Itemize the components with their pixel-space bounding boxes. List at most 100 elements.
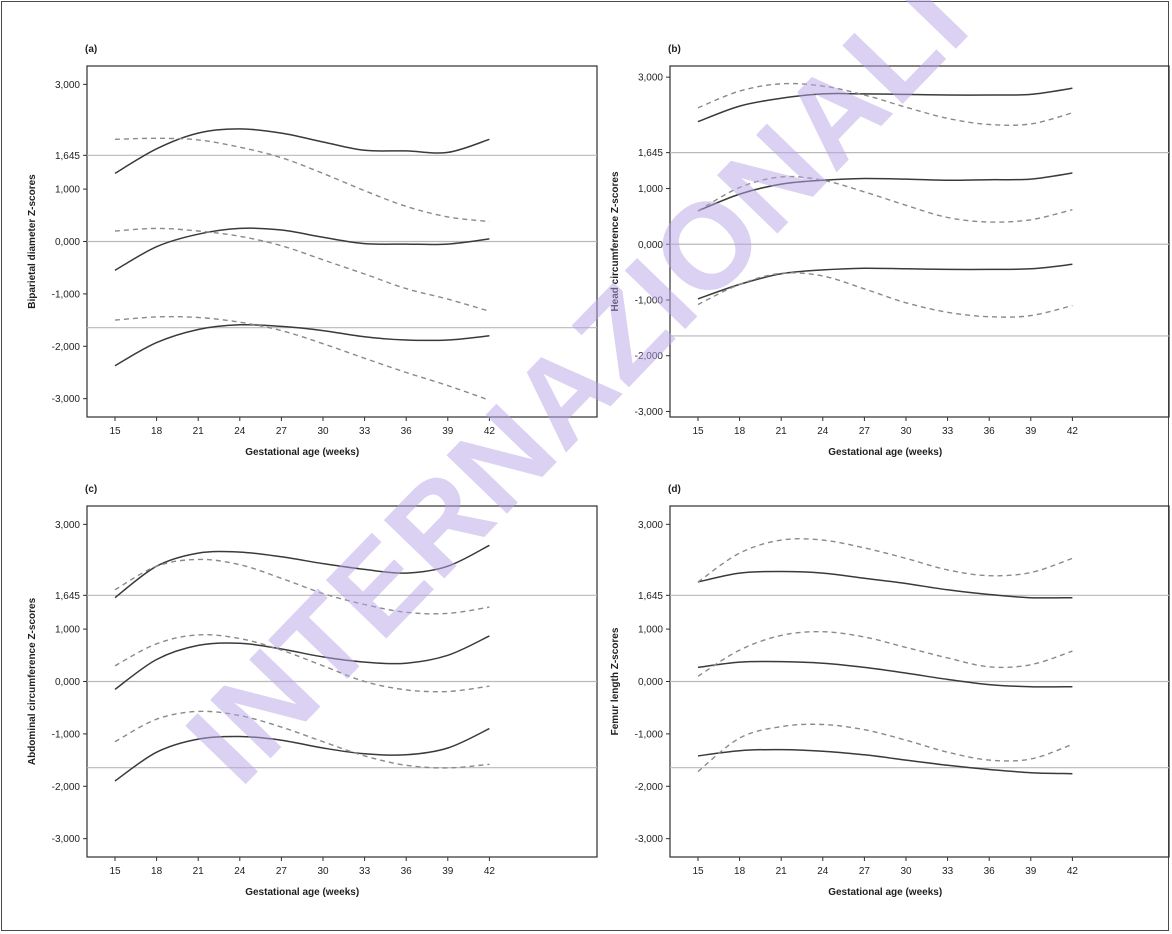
- x-tick-label: 21: [193, 866, 205, 877]
- solid-series-line-3: [697, 172, 1073, 212]
- y-tick-label: 0,000: [55, 677, 80, 688]
- y-tick-label: -2,000: [635, 782, 664, 793]
- x-tick-label: 33: [359, 866, 371, 877]
- y-tick-label: 1,000: [638, 184, 663, 195]
- x-tick-label: 15: [109, 866, 121, 877]
- dashed-series-line-2: [697, 82, 1073, 126]
- y-tick-label: -1,000: [635, 296, 664, 307]
- x-tick-label: 39: [1025, 866, 1037, 877]
- solid-series-line-1: [697, 570, 1073, 599]
- chart-panel-d: (d) 3,000 1,645 1,000 0,000 -1,000 -2,000 -3,00…: [610, 484, 1170, 898]
- x-tick-label: 36: [984, 426, 996, 437]
- solid-series-line-1: [697, 87, 1073, 123]
- panel-label: (a): [85, 44, 97, 55]
- dashed-series-line-4: [697, 630, 1073, 677]
- panel-label: (b): [668, 44, 681, 55]
- x-tick-label: 36: [401, 866, 413, 877]
- x-tick-label: 36: [401, 426, 413, 437]
- x-tick-label: 42: [1067, 866, 1079, 877]
- dashed-series-line-4: [697, 175, 1073, 223]
- y-tick-label: 1,000: [638, 625, 663, 636]
- x-axis-label: Gestational age (weeks): [828, 887, 942, 898]
- dashed-series-line-2: [114, 137, 490, 223]
- x-tick-label: 18: [734, 866, 746, 877]
- solid-series-line-5: [697, 748, 1073, 775]
- panel-label: (d): [668, 484, 681, 495]
- plot-area-frame: [669, 65, 1170, 418]
- solid-series-line-5: [114, 323, 490, 367]
- y-tick-label: -1,000: [635, 729, 664, 740]
- y-tick-label: -3,000: [635, 834, 664, 845]
- dashed-series-line-4: [114, 633, 490, 693]
- x-tick-label: 39: [442, 426, 454, 437]
- y-tick-label: -2,000: [52, 342, 81, 353]
- x-tick-label: 15: [109, 426, 121, 437]
- x-tick-label: 39: [442, 866, 454, 877]
- x-tick-label: 15: [692, 866, 704, 877]
- x-tick-label: 36: [984, 866, 996, 877]
- y-tick-label: -1,000: [52, 729, 81, 740]
- chart-panel-a: (a) 3,000 1,645 1,000 0,000 -1,000 -2,000 -3,00…: [27, 44, 598, 458]
- y-axis-label: Femur length Z-scores: [610, 627, 621, 735]
- chart-panels: (a) 3,000 1,645 1,000 0,000 -1,000 -2,000 -3,00…: [27, 44, 1170, 898]
- solid-series-line-5: [114, 727, 490, 782]
- x-tick-label: 21: [193, 426, 205, 437]
- dashed-series-line-6: [697, 723, 1073, 773]
- x-axis-label: Gestational age (weeks): [245, 447, 359, 458]
- solid-series-line-3: [697, 660, 1073, 688]
- y-tick-label: 3,000: [638, 520, 663, 531]
- x-tick-label: 24: [817, 866, 829, 877]
- x-tick-label: 30: [900, 426, 912, 437]
- x-tick-label: 33: [359, 426, 371, 437]
- x-tick-label: 42: [484, 866, 496, 877]
- y-tick-label: 0,000: [638, 240, 663, 251]
- solid-series-line-1: [114, 128, 490, 175]
- x-tick-label: 18: [734, 426, 746, 437]
- chart-panel-b: (b) 3,000 1,645 1,000 0,000 -1,000 -2,000 -3,00…: [610, 44, 1170, 458]
- x-tick-label: 24: [234, 866, 246, 877]
- dashed-series-line-6: [114, 710, 490, 769]
- solid-series-line-1: [114, 544, 490, 599]
- y-tick-label: 3,000: [638, 73, 663, 84]
- x-tick-label: 27: [859, 866, 871, 877]
- y-tick-label: 0,000: [55, 237, 80, 248]
- x-tick-label: 33: [942, 426, 954, 437]
- x-tick-label: 30: [900, 866, 912, 877]
- y-axis-label: Biparietal diameter Z-scores: [27, 174, 38, 309]
- y-tick-label: -2,000: [52, 782, 81, 793]
- x-tick-label: 30: [317, 426, 329, 437]
- y-tick-label: -3,000: [52, 394, 81, 405]
- dashed-series-line-2: [697, 538, 1073, 583]
- x-tick-label: 42: [484, 426, 496, 437]
- y-axis-label: Abdominal circumference Z-scores: [27, 597, 38, 765]
- chart-panel-c: (c) 3,000 1,645 1,000 0,000 -1,000 -2,000 -3,00…: [27, 484, 598, 898]
- panel-label: (c): [85, 484, 97, 495]
- x-tick-label: 18: [151, 866, 163, 877]
- x-tick-label: 42: [1067, 426, 1079, 437]
- y-tick-label: 1,645: [55, 591, 80, 602]
- x-tick-label: 21: [776, 426, 788, 437]
- x-tick-label: 27: [276, 426, 288, 437]
- x-axis-label: Gestational age (weeks): [245, 887, 359, 898]
- solid-series-line-5: [697, 263, 1073, 300]
- solid-series-line-3: [114, 227, 490, 271]
- y-tick-label: 3,000: [55, 80, 80, 91]
- watermark-text: INTERNAZIONALI: [161, 0, 994, 808]
- y-tick-label: 1,645: [55, 151, 80, 162]
- x-tick-label: 27: [859, 426, 871, 437]
- x-tick-label: 39: [1025, 426, 1037, 437]
- y-tick-label: 1,000: [55, 185, 80, 196]
- y-tick-label: 1,000: [55, 625, 80, 636]
- y-tick-label: -1,000: [52, 289, 81, 300]
- dashed-series-line-6: [114, 315, 490, 401]
- x-tick-label: 18: [151, 426, 163, 437]
- y-tick-label: 1,645: [638, 148, 663, 159]
- x-tick-label: 24: [817, 426, 829, 437]
- y-tick-label: -3,000: [635, 407, 664, 418]
- x-tick-label: 21: [776, 866, 788, 877]
- dashed-series-line-4: [114, 227, 490, 312]
- y-tick-label: 1,645: [638, 591, 663, 602]
- x-tick-label: 15: [692, 426, 704, 437]
- solid-series-line-3: [114, 635, 490, 691]
